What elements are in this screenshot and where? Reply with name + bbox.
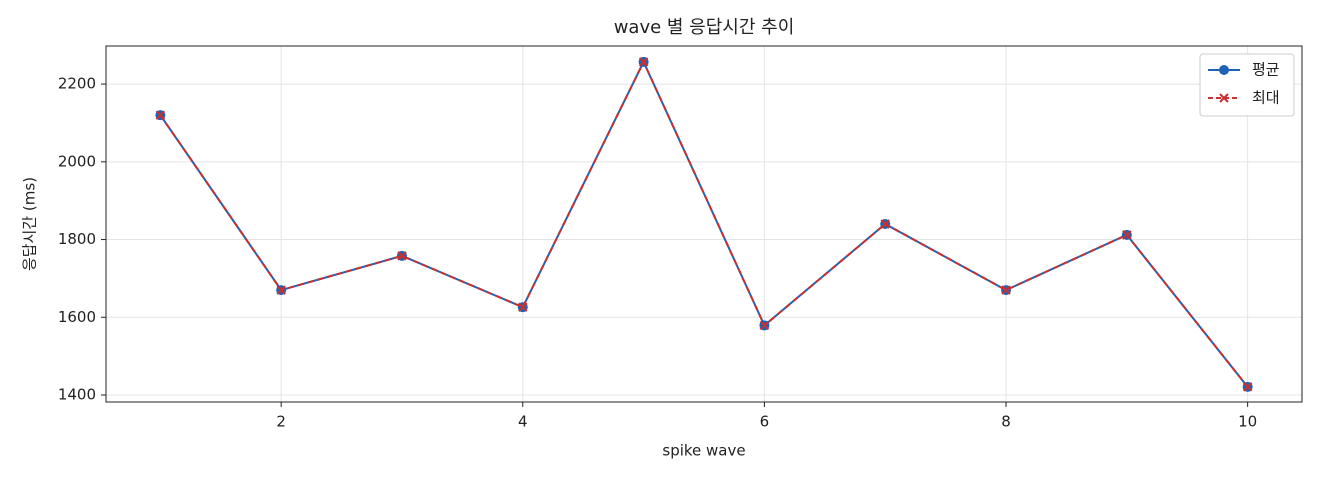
point (638, 57, 649, 67)
y-tick-label: 2200 (58, 75, 96, 93)
x-tick-label: 4 (518, 413, 528, 431)
point (1001, 285, 1011, 295)
series-line (159, 59, 1249, 388)
point (276, 285, 286, 295)
legend-marker (1219, 93, 1229, 103)
x-tick-label: 8 (1001, 413, 1011, 431)
point (880, 219, 890, 229)
point (1122, 230, 1132, 240)
point (397, 251, 407, 261)
point (518, 302, 528, 312)
point (1242, 382, 1253, 392)
chart-title: wave 별 응답시간 추이 (614, 17, 795, 38)
x-tick-label: 10 (1238, 413, 1257, 431)
y-tick-label: 2000 (58, 152, 96, 170)
legend-box (1199, 53, 1295, 117)
y-tick-label: 1400 (58, 386, 96, 404)
legend-label: 평균 (1252, 61, 1280, 79)
y-axis-label: 응답시간 (ms) (21, 177, 39, 271)
legend-marker (1219, 65, 1229, 75)
y-tick-label: 1600 (58, 308, 96, 326)
point (759, 320, 770, 331)
y-tick-label: 1800 (58, 230, 96, 248)
plot-frame (105, 45, 1303, 403)
point (155, 110, 166, 120)
x-tick-label: 6 (760, 413, 770, 431)
x-tick-label: 2 (276, 413, 286, 431)
x-axis-label: spike wave (662, 442, 745, 460)
legend-label: 최대 (1252, 89, 1280, 107)
